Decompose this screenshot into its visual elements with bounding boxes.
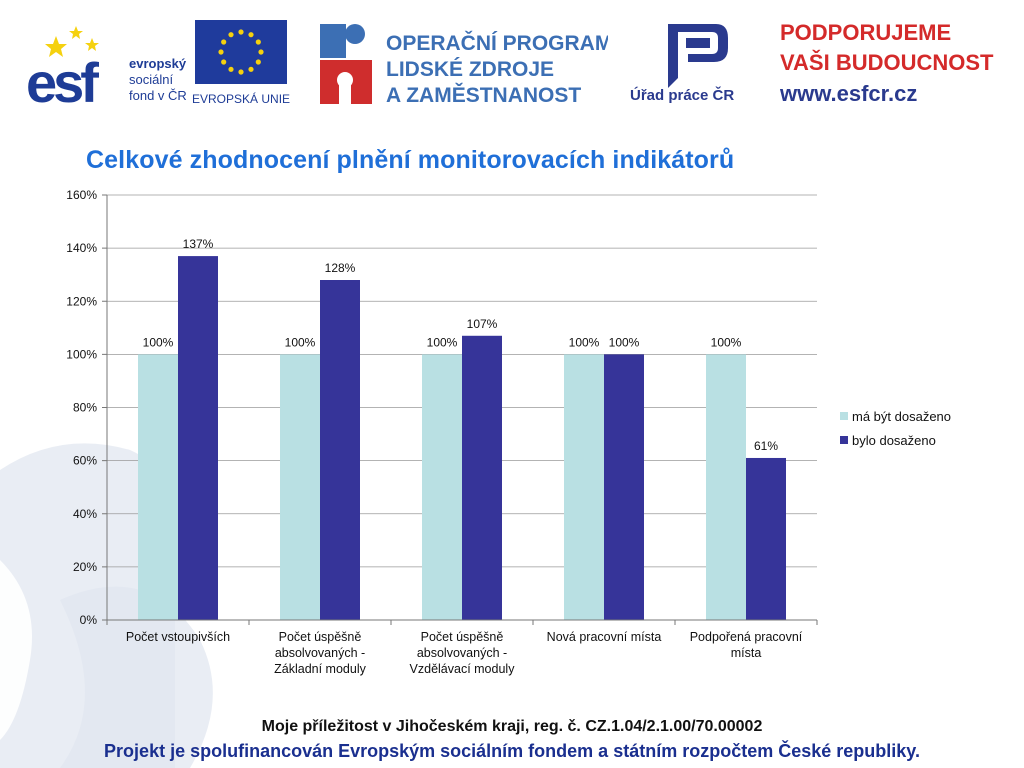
esfcr-url: www.esfcr.cz [779,81,917,106]
bar [178,256,218,620]
oplzz-logo: OPERAČNÍ PROGRAM LIDSKÉ ZDROJE A ZAMĚSTN… [320,24,608,107]
eu-star [218,49,224,55]
eu-star [248,66,254,72]
data-label: 61% [754,439,778,453]
bar [320,280,360,620]
y-tick-label: 100% [66,347,97,361]
data-label: 128% [325,261,356,275]
bar [462,335,502,620]
data-label: 100% [427,335,458,349]
y-tick-label: 20% [73,560,97,574]
urad-caption: Úřad práce ČR [630,86,734,104]
x-tick-label: Základní moduly [274,662,366,676]
bar [564,354,604,620]
data-label: 107% [467,317,498,331]
data-label: 100% [143,335,174,349]
esf-mark: esf [26,51,99,106]
eu-caption: EVROPSKÁ UNIE [192,91,290,106]
y-tick-label: 160% [66,188,97,202]
eu-star [221,59,227,65]
podporujeme-line-2: VAŠI BUDOUCNOST [780,50,994,75]
legend-entry: má být dosaženo [852,409,951,424]
oplzz-line-3: A ZAMĚSTNANOST [386,83,581,107]
up-logo-icon [668,24,728,88]
data-label: 100% [711,335,742,349]
x-tick-label: Počet vstoupivších [126,630,230,644]
bar [706,354,746,620]
eu-star [228,32,234,38]
data-label: 100% [569,335,600,349]
podporujeme-line-1: PODPORUJEME [780,20,951,45]
data-label: 100% [609,335,640,349]
x-tick-label: absolvovaných - [417,646,507,660]
eu-logo: EVROPSKÁ UNIE [192,20,290,106]
podporujeme-logo: PODPORUJEME VAŠI BUDOUCNOST www.esfcr.cz [779,20,994,106]
esf-line-2: sociální [129,72,173,87]
eu-star [238,29,244,35]
data-label: 100% [285,335,316,349]
x-tick-label: místa [731,646,762,660]
eu-star [255,39,261,45]
y-tick-label: 0% [80,613,98,627]
bar-chart: 0% 20% 40% 60% 80% 100% 120% 140% 160% 100% 137% Po… [66,188,951,676]
bar [280,354,320,620]
bar [746,457,786,620]
y-tick-label: 80% [73,401,97,415]
y-tick-label: 140% [66,241,97,255]
legend-swatch [840,436,848,444]
eu-star [258,49,264,55]
x-tick-label: Podpořená pracovní [690,630,803,644]
y-tick-label: 120% [66,294,97,308]
eu-star [228,66,234,72]
eu-star [255,59,261,65]
x-tick-label: Nová pracovní místa [547,630,662,644]
x-tick-label: Počet úspěšně [279,630,362,644]
urad-prace-logo: Úřad práce ČR [630,24,734,104]
bar [138,354,178,620]
x-tick-label: Počet úspěšně [421,630,504,644]
puzzle-figure-icon [320,24,372,104]
x-tick-label: Vzdělávací moduly [410,662,516,676]
esf-line-1: evropský [129,56,187,71]
eu-stars-small-icon [45,26,99,57]
oplzz-line-2: LIDSKÉ ZDROJE [386,58,554,81]
esf-line-3: fond v ČR [129,88,187,103]
eu-star [238,69,244,75]
cofinancing-note: Projekt je spolufinancován Evropským soc… [104,741,920,761]
x-tick-label: absolvovaných - [275,646,365,660]
bar [604,354,644,620]
y-tick-label: 40% [73,507,97,521]
eu-star [221,39,227,45]
y-tick-label: 60% [73,454,97,468]
eu-star [248,32,254,38]
bar [422,354,462,620]
project-registration: Moje příležitost v Jihočeském kraji, reg… [261,718,763,735]
header-logo-bar: esf evropský sociální fond v ČR EVROPSKÁ… [0,0,1024,120]
oplzz-line-1: OPERAČNÍ PROGRAM [386,31,608,55]
chart-title: Celkové zhodnocení plnění monitorovacích… [86,146,735,174]
legend-entry: bylo dosaženo [852,433,936,448]
data-label: 137% [183,237,214,251]
esf-logo: esf evropský sociální fond v ČR [26,18,187,106]
legend-swatch [840,412,848,420]
